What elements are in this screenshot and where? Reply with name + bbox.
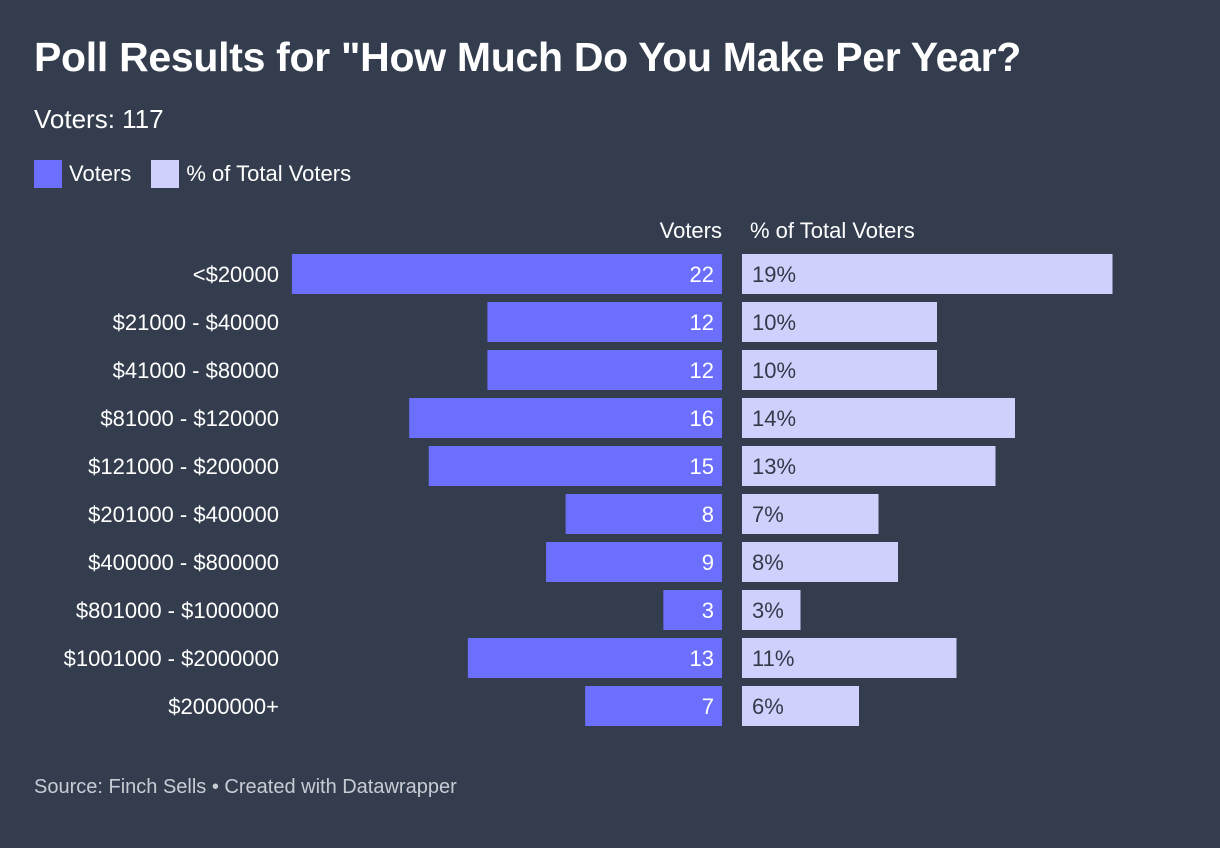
voters-bar — [487, 350, 722, 390]
percent-bar — [742, 398, 1015, 438]
percent-value-label: 7% — [752, 502, 784, 527]
voters-value-label: 9 — [702, 550, 714, 575]
legend-item-percent: % of Total Voters — [151, 160, 351, 188]
percent-bar — [742, 638, 957, 678]
column-header-voters: Voters — [660, 218, 722, 243]
percent-bar — [742, 446, 996, 486]
percent-bar — [742, 254, 1113, 294]
percent-bar — [742, 686, 859, 726]
voters-value-label: 16 — [690, 406, 714, 431]
percent-value-label: 11% — [752, 646, 794, 671]
category-label: <$20000 — [193, 262, 279, 287]
voters-value-label: 13 — [690, 646, 714, 671]
legend-item-voters: Voters — [34, 160, 131, 188]
percent-value-label: 10% — [752, 358, 796, 383]
category-label: $81000 - $120000 — [100, 406, 279, 431]
voters-value-label: 22 — [690, 262, 714, 287]
voters-value-label: 12 — [690, 358, 714, 383]
voters-value-label: 12 — [690, 310, 714, 335]
legend: Voters % of Total Voters — [34, 160, 371, 188]
percent-bar — [742, 350, 937, 390]
percent-bar — [742, 494, 879, 534]
legend-swatch-voters — [34, 160, 62, 188]
source-footer: Source: Finch Sells • Created with Dataw… — [34, 776, 457, 798]
category-label: $2000000+ — [168, 694, 279, 719]
percent-value-label: 13% — [752, 454, 796, 479]
voters-bar — [663, 590, 722, 630]
percent-value-label: 10% — [752, 310, 796, 335]
percent-value-label: 14% — [752, 406, 796, 431]
voters-bar — [585, 686, 722, 726]
percent-value-label: 6% — [752, 694, 784, 719]
category-label: $21000 - $40000 — [113, 310, 279, 335]
legend-label-voters: Voters — [69, 161, 132, 186]
chart-title: Poll Results for "How Much Do You Make P… — [34, 34, 1021, 80]
voters-value-label: 7 — [702, 694, 714, 719]
category-label: $41000 - $80000 — [113, 358, 279, 383]
voters-bar — [291, 254, 722, 294]
category-label: $1001000 - $2000000 — [64, 646, 279, 671]
percent-bar — [742, 590, 801, 630]
voters-bar — [467, 638, 722, 678]
voters-value-label: 3 — [702, 598, 714, 623]
voters-bar — [409, 398, 722, 438]
chart-subtitle: Voters: 117 — [34, 104, 164, 134]
category-label: $121000 - $200000 — [88, 454, 279, 479]
voters-value-label: 8 — [702, 502, 714, 527]
legend-label-percent: % of Total Voters — [186, 161, 352, 186]
voters-bar — [487, 302, 722, 342]
legend-swatch-percent — [151, 160, 180, 188]
percent-value-label: 8% — [752, 550, 784, 575]
voters-bar — [565, 494, 722, 534]
category-label: $201000 - $400000 — [88, 502, 279, 527]
bar-chart: Voters % of Total Voters <$20000 22 19% $2100… — [64, 218, 1113, 726]
percent-bar — [742, 302, 937, 342]
voters-bar — [428, 446, 722, 486]
percent-value-label: 19% — [752, 262, 796, 287]
category-label: $801000 - $1000000 — [76, 598, 279, 623]
category-label: $400000 - $800000 — [88, 550, 279, 575]
percent-bar — [742, 542, 898, 582]
voters-bar — [546, 542, 722, 582]
percent-value-label: 3% — [752, 598, 784, 623]
column-header-percent: % of Total Voters — [750, 218, 915, 243]
voters-value-label: 15 — [690, 454, 714, 479]
